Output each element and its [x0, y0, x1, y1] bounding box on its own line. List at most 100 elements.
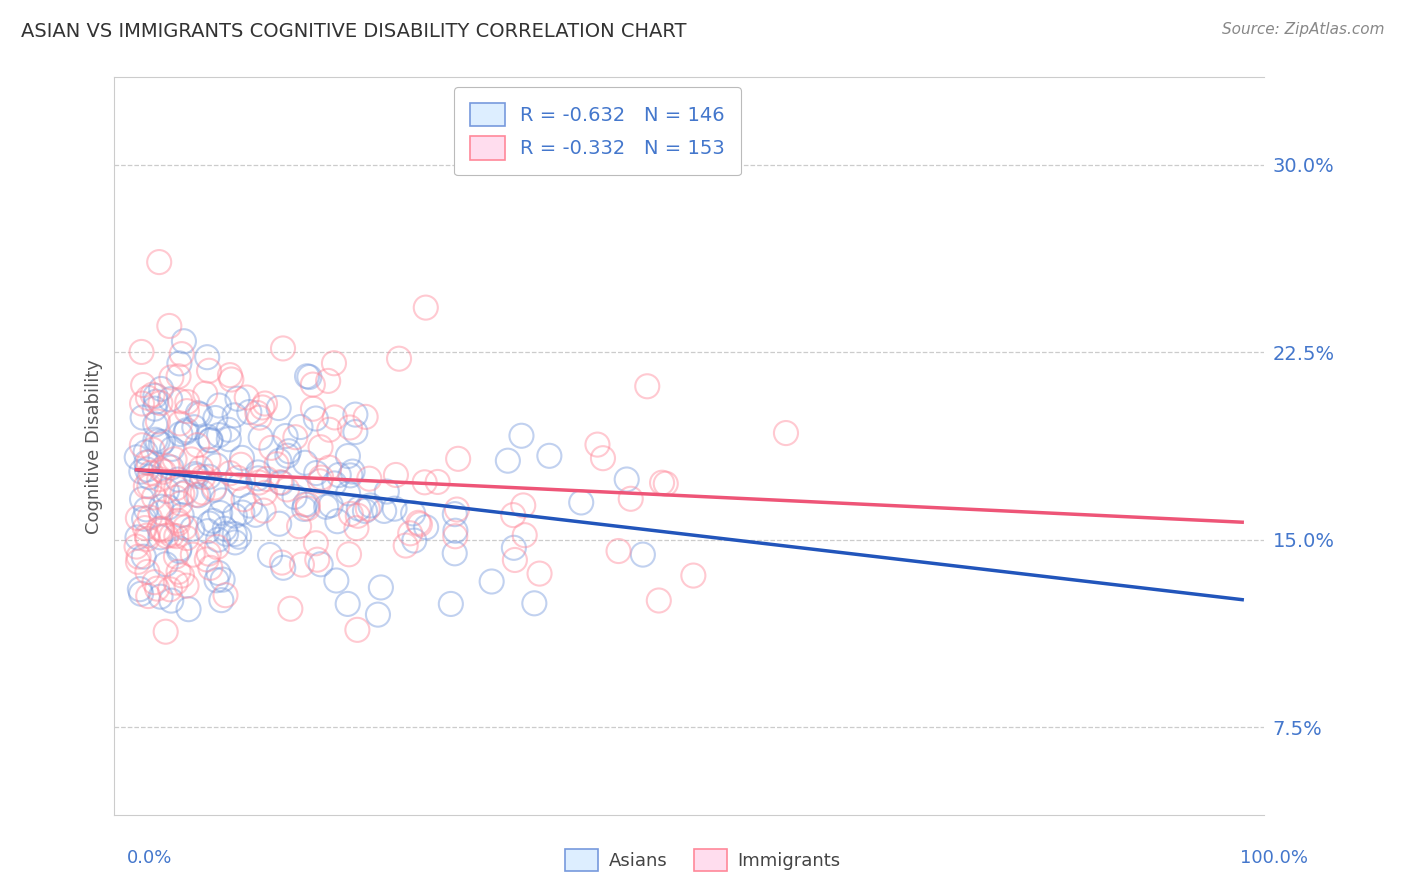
Point	[336, 597, 359, 611]
Point	[616, 473, 638, 487]
Point	[174, 520, 197, 534]
Point	[271, 342, 294, 356]
Point	[309, 475, 332, 489]
Point	[224, 527, 246, 541]
Point	[187, 406, 209, 420]
Point	[620, 491, 643, 506]
Point	[309, 470, 332, 484]
Point	[135, 445, 157, 459]
Point	[128, 582, 150, 597]
Point	[207, 566, 229, 580]
Point	[152, 434, 174, 449]
Point	[586, 437, 609, 451]
Point	[198, 469, 221, 483]
Point	[176, 395, 198, 409]
Point	[342, 465, 364, 479]
Point	[224, 409, 246, 423]
Point	[219, 368, 242, 383]
Point	[184, 488, 207, 502]
Point	[444, 529, 467, 543]
Point	[127, 511, 149, 525]
Point	[318, 460, 340, 475]
Point	[160, 442, 183, 456]
Point	[239, 499, 262, 513]
Point	[197, 452, 219, 467]
Point	[208, 428, 231, 442]
Point	[143, 575, 166, 590]
Point	[138, 455, 160, 469]
Point	[181, 522, 204, 536]
Point	[228, 530, 250, 544]
Point	[224, 508, 246, 523]
Point	[651, 475, 673, 490]
Point	[149, 463, 172, 477]
Text: 100.0%: 100.0%	[1240, 849, 1308, 867]
Point	[187, 488, 209, 502]
Point	[169, 394, 191, 409]
Point	[446, 502, 468, 516]
Point	[131, 345, 153, 359]
Point	[271, 561, 294, 575]
Point	[134, 521, 156, 535]
Point	[174, 485, 197, 500]
Point	[160, 528, 183, 542]
Point	[370, 581, 392, 595]
Point	[510, 429, 533, 443]
Point	[170, 347, 193, 361]
Point	[269, 454, 291, 468]
Point	[357, 501, 380, 516]
Point	[592, 451, 614, 466]
Point	[346, 623, 368, 637]
Point	[155, 558, 177, 572]
Point	[166, 514, 188, 528]
Point	[167, 516, 190, 531]
Point	[636, 379, 658, 393]
Point	[277, 444, 299, 458]
Point	[177, 602, 200, 616]
Point	[202, 483, 225, 497]
Point	[339, 420, 361, 434]
Point	[160, 460, 183, 475]
Point	[502, 541, 524, 555]
Point	[290, 420, 312, 434]
Point	[415, 301, 437, 315]
Point	[152, 465, 174, 479]
Text: ASIAN VS IMMIGRANTS COGNITIVE DISABILITY CORRELATION CHART: ASIAN VS IMMIGRANTS COGNITIVE DISABILITY…	[21, 22, 686, 41]
Point	[131, 396, 153, 410]
Point	[232, 492, 254, 507]
Point	[136, 589, 159, 603]
Point	[249, 410, 271, 425]
Legend: R = -0.632   N = 146, R = -0.332   N = 153: R = -0.632 N = 146, R = -0.332 N = 153	[454, 87, 741, 176]
Point	[440, 597, 463, 611]
Point	[256, 472, 278, 486]
Point	[149, 530, 172, 544]
Point	[682, 568, 704, 582]
Point	[214, 588, 236, 602]
Point	[291, 558, 314, 572]
Point	[127, 555, 149, 569]
Point	[408, 516, 430, 530]
Point	[131, 465, 153, 479]
Point	[354, 504, 377, 518]
Point	[176, 423, 198, 437]
Point	[157, 500, 180, 515]
Point	[404, 533, 426, 548]
Point	[176, 531, 198, 545]
Point	[176, 579, 198, 593]
Point	[174, 425, 197, 440]
Point	[339, 468, 361, 483]
Point	[326, 514, 349, 528]
Point	[157, 318, 180, 333]
Point	[305, 466, 328, 480]
Point	[395, 539, 418, 553]
Point	[131, 438, 153, 452]
Point	[426, 475, 449, 489]
Point	[204, 411, 226, 425]
Point	[205, 540, 228, 554]
Point	[145, 433, 167, 447]
Point	[307, 552, 329, 566]
Point	[132, 512, 155, 526]
Point	[529, 566, 551, 581]
Point	[165, 529, 187, 543]
Point	[188, 408, 211, 422]
